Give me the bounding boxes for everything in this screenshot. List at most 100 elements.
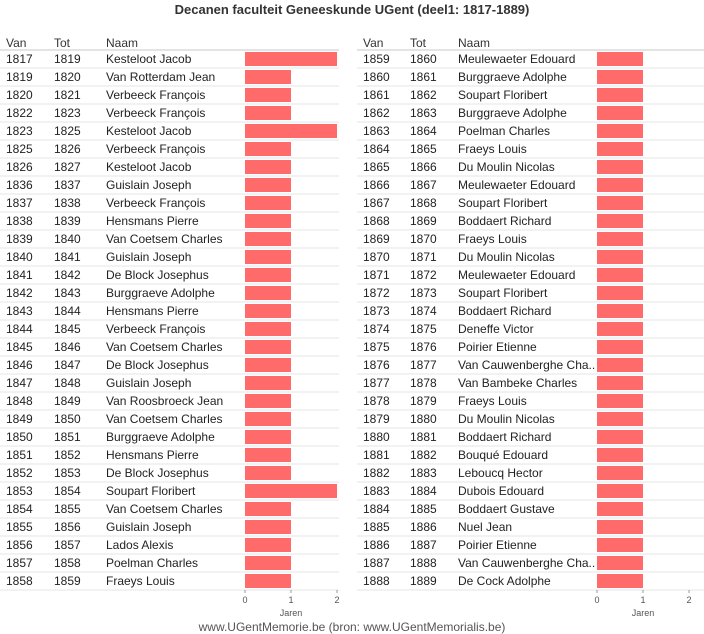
cell-naam: Verbeeck François <box>106 88 205 102</box>
duration-bar <box>597 376 643 390</box>
cell-van: 1842 <box>6 286 33 300</box>
cell-van: 1836 <box>6 178 33 192</box>
cell-van: 1855 <box>6 520 33 534</box>
cell-tot: 1825 <box>54 124 81 138</box>
column-header-naam: Naam <box>458 36 490 50</box>
table-row: 1841 1842 De Block Josephus <box>0 268 339 285</box>
table-row: 1848 1849 Van Roosbroeck Jean <box>0 394 339 411</box>
cell-naam: Fraeys Louis <box>458 142 527 156</box>
cell-naam: Van Coetsem Charles <box>106 340 223 354</box>
cell-van: 1883 <box>363 484 390 498</box>
duration-bar <box>245 574 291 588</box>
cell-tot: 1870 <box>410 232 437 246</box>
cell-tot: 1888 <box>410 556 437 570</box>
table-row: 1871 1872 Meulewaeter Edouard <box>357 268 704 285</box>
table-row: 1862 1863 Burggraeve Adolphe <box>357 106 704 123</box>
cell-van: 1872 <box>363 286 390 300</box>
duration-bar <box>597 214 643 228</box>
table-row: 1838 1839 Hensmans Pierre <box>0 214 339 231</box>
duration-bar <box>597 484 643 498</box>
cell-van: 1868 <box>363 214 390 228</box>
cell-tot: 1867 <box>410 178 437 192</box>
cell-naam: Dubois Edouard <box>458 484 544 498</box>
table-row: 1873 1874 Boddaert Richard <box>357 304 704 321</box>
cell-tot: 1866 <box>410 160 437 174</box>
duration-bar <box>245 448 291 462</box>
duration-bar <box>245 394 291 408</box>
table-row: 1885 1886 Nuel Jean <box>357 520 704 537</box>
table-row: 1888 1889 De Cock Adolphe <box>357 574 704 591</box>
duration-bar <box>245 124 337 138</box>
duration-bar <box>245 232 291 246</box>
column-header-van: Van <box>6 36 26 50</box>
cell-naam: Van Bambeke Charles <box>458 376 577 390</box>
table-row: 1846 1847 De Block Josephus <box>0 358 339 375</box>
duration-bar <box>597 142 643 156</box>
duration-bar <box>245 106 291 120</box>
cell-van: 1853 <box>6 484 33 498</box>
cell-naam: Boddaert Richard <box>458 430 551 444</box>
cell-tot: 1820 <box>54 70 81 84</box>
cell-tot: 1861 <box>410 70 437 84</box>
table-row: 1860 1861 Burggraeve Adolphe <box>357 70 704 87</box>
table-row: 1839 1840 Van Coetsem Charles <box>0 232 339 249</box>
cell-van: 1860 <box>363 70 390 84</box>
cell-van: 1852 <box>6 466 33 480</box>
duration-bar <box>245 250 291 264</box>
cell-tot: 1826 <box>54 142 81 156</box>
table-row: 1883 1884 Dubois Edouard <box>357 484 704 501</box>
panel-left: Van Tot Naam 1817 1819 Kesteloot Jacob 1819 182… <box>0 36 340 618</box>
cell-van: 1856 <box>6 538 33 552</box>
x-axis-label: Jaren <box>632 608 655 618</box>
cell-tot: 1850 <box>54 412 81 426</box>
cell-van: 1887 <box>363 556 390 570</box>
cell-naam: Soupart Floribert <box>458 196 548 210</box>
cell-tot: 1838 <box>54 196 81 210</box>
table-row: 1820 1821 Verbeeck François <box>0 88 339 105</box>
table-row: 1857 1858 Poelman Charles <box>0 556 339 573</box>
table-row: 1817 1819 Kesteloot Jacob <box>0 52 339 69</box>
duration-bar <box>245 178 291 192</box>
cell-tot: 1852 <box>54 448 81 462</box>
cell-van: 1871 <box>363 268 390 282</box>
cell-naam: De Block Josephus <box>106 358 209 372</box>
x-tick-label: 1 <box>640 595 645 605</box>
x-tick-label: 1 <box>288 595 293 605</box>
table-row: 1872 1873 Soupart Floribert <box>357 286 704 303</box>
cell-naam: Du Moulin Nicolas <box>458 160 555 174</box>
table-row: 1887 1888 Van Cauwenberghe Cha.. <box>357 556 704 573</box>
cell-van: 1841 <box>6 268 33 282</box>
cell-van: 1846 <box>6 358 33 372</box>
cell-van: 1876 <box>363 358 390 372</box>
duration-bar <box>597 52 643 66</box>
column-header-tot: Tot <box>54 36 71 50</box>
table-row: 1825 1826 Verbeeck François <box>0 142 339 159</box>
cell-van: 1838 <box>6 214 33 228</box>
cell-naam: De Cock Adolphe <box>458 574 551 588</box>
cell-van: 1826 <box>6 160 33 174</box>
cell-tot: 1881 <box>410 430 437 444</box>
table-row: 1826 1827 Kesteloot Jacob <box>0 160 339 177</box>
duration-bar <box>597 394 643 408</box>
table-row: 1867 1868 Soupart Floribert <box>357 196 704 213</box>
duration-bar <box>245 304 291 318</box>
duration-bar <box>245 196 291 210</box>
cell-van: 1870 <box>363 250 390 264</box>
table-row: 1879 1880 Du Moulin Nicolas <box>357 412 704 429</box>
cell-tot: 1819 <box>54 52 81 66</box>
cell-van: 1848 <box>6 394 33 408</box>
cell-tot: 1882 <box>410 448 437 462</box>
duration-bar <box>245 412 291 426</box>
cell-tot: 1874 <box>410 304 437 318</box>
cell-van: 1857 <box>6 556 33 570</box>
cell-tot: 1872 <box>410 268 437 282</box>
duration-bar <box>245 322 291 336</box>
cell-van: 1881 <box>363 448 390 462</box>
cell-naam: Poelman Charles <box>106 556 198 570</box>
duration-bar <box>597 322 643 336</box>
cell-van: 1823 <box>6 124 33 138</box>
cell-naam: Guislain Joseph <box>106 250 191 264</box>
table-row: 1861 1862 Soupart Floribert <box>357 88 704 105</box>
cell-tot: 1849 <box>54 394 81 408</box>
cell-tot: 1885 <box>410 502 437 516</box>
